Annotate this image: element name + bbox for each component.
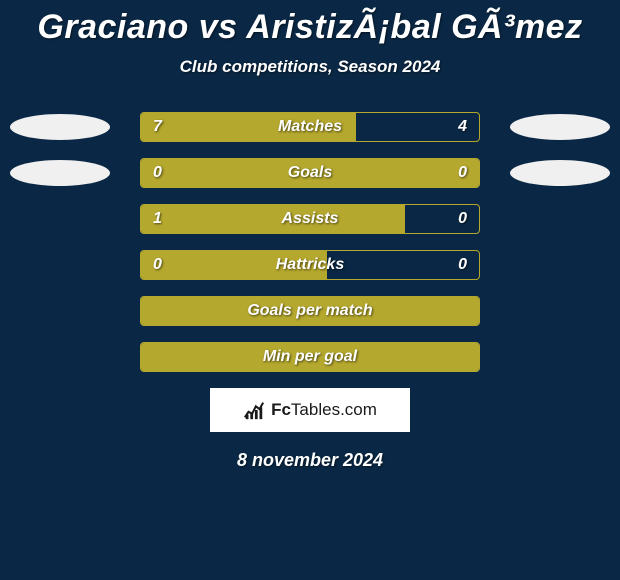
stat-row: Goals per match <box>0 296 620 326</box>
stat-bar-track: Min per goal <box>140 342 480 372</box>
stat-value-right: 4 <box>458 118 467 136</box>
stat-bar-track: Goals0 0 <box>140 158 480 188</box>
stat-value-right: 0 <box>458 210 467 228</box>
page-subtitle: Club competitions, Season 2024 <box>0 57 620 77</box>
player-right-ellipse <box>510 114 610 140</box>
stat-bar-track: Hattricks0 0 <box>140 250 480 280</box>
date-label: 8 november 2024 <box>0 450 620 471</box>
stat-bar-track: Assists1 0 <box>140 204 480 234</box>
stat-value-right: 0 <box>458 164 467 182</box>
logo-text: FcTables.com <box>271 400 377 420</box>
stat-label: Matches <box>141 118 479 136</box>
stat-label: Goals per match <box>141 302 479 320</box>
stat-label: Goals <box>141 164 479 182</box>
player-left-ellipse <box>10 160 110 186</box>
player-right-ellipse <box>510 160 610 186</box>
stat-value-left: 7 <box>153 118 162 136</box>
stat-bar-track: Matches7 4 <box>140 112 480 142</box>
stat-bar-track: Goals per match <box>140 296 480 326</box>
stat-value-left: 0 <box>153 256 162 274</box>
stat-label: Min per goal <box>141 348 479 366</box>
page-title: Graciano vs AristizÃ¡bal GÃ³mez <box>0 0 620 47</box>
stat-value-left: 0 <box>153 164 162 182</box>
player-left-ellipse <box>10 114 110 140</box>
stat-row: Hattricks0 0 <box>0 250 620 280</box>
fctables-logo: FcTables.com <box>210 388 410 432</box>
stat-row: Goals0 0 <box>0 158 620 188</box>
stat-row: Matches7 4 <box>0 112 620 142</box>
stat-row: Min per goal <box>0 342 620 372</box>
stat-label: Hattricks <box>141 256 479 274</box>
stat-row: Assists1 0 <box>0 204 620 234</box>
stat-value-left: 1 <box>153 210 162 228</box>
stat-label: Assists <box>141 210 479 228</box>
stat-value-right: 0 <box>458 256 467 274</box>
stats-content: Matches74Goals00Assists10Hattricks00Goal… <box>0 112 620 372</box>
chart-icon <box>243 399 265 421</box>
